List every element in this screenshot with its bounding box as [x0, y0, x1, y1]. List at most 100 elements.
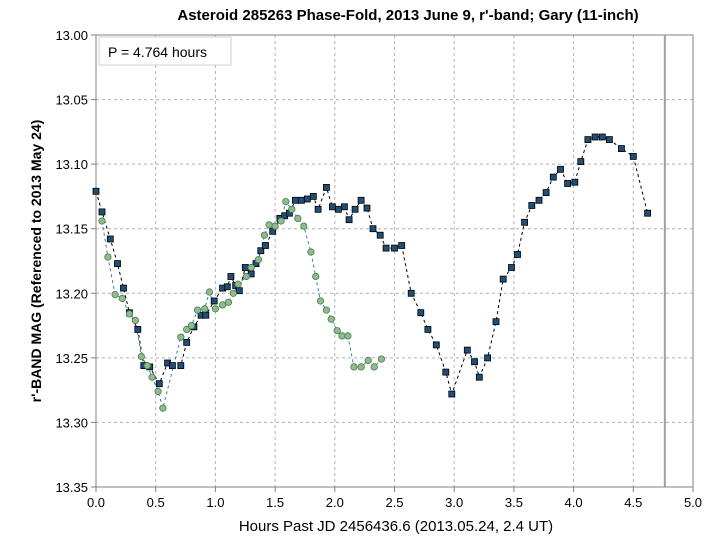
data-point-square: [351, 205, 359, 213]
data-point-circle: [312, 272, 320, 281]
data-point-square: [262, 242, 269, 249]
data-point-circle: [229, 289, 237, 297]
x-tick-label: 2.5: [385, 495, 403, 510]
data-point-square: [471, 358, 478, 366]
x-tick-label: 4.0: [565, 495, 583, 510]
y-tick-label: 13.20: [55, 286, 88, 301]
data-point-circle: [125, 310, 133, 318]
data-point-square: [309, 192, 317, 200]
x-tick-label: 0.5: [147, 495, 165, 510]
data-point-square: [463, 346, 471, 354]
data-point-square: [369, 225, 377, 233]
period-annotation-box: [98, 36, 232, 66]
data-point-square: [571, 178, 579, 186]
data-point-circle: [254, 256, 262, 264]
data-point-square: [542, 189, 550, 197]
data-point-square: [577, 158, 585, 166]
data-point-square: [432, 341, 440, 349]
data-point-square: [557, 165, 564, 173]
data-point-circle: [247, 263, 255, 272]
data-point-circle: [111, 290, 119, 299]
data-point-square: [606, 136, 613, 144]
data-point-square: [345, 216, 353, 224]
data-point-square: [363, 204, 371, 212]
data-point-square: [475, 373, 483, 381]
data-point-square: [92, 187, 100, 195]
data-point-square: [442, 368, 450, 376]
data-point-square: [235, 287, 243, 295]
data-point-square: [549, 173, 557, 181]
data-point-circle: [338, 332, 346, 340]
data-point-circle: [242, 272, 250, 281]
data-point-circle: [370, 363, 378, 371]
data-point-square: [629, 152, 637, 160]
period-annotation-text: P = 4.764 hours: [108, 44, 207, 60]
data-point-square: [340, 203, 348, 211]
series-1-line: [95, 136, 649, 396]
data-point-circle: [201, 305, 209, 313]
data-point-circle: [357, 363, 365, 371]
data-point-square: [303, 195, 311, 203]
data-point-square: [391, 244, 398, 252]
data-point-square: [322, 183, 330, 191]
x-tick-label: 2.0: [326, 495, 344, 510]
data-point-circle: [350, 363, 358, 371]
x-axis-label: Hours Past JD 2456436.6 (2013.05.24, 2.4…: [239, 518, 553, 535]
data-point-circle: [137, 352, 145, 361]
x-tick-label: 0.0: [87, 495, 105, 510]
data-point-square: [424, 325, 432, 333]
data-point-circle: [316, 297, 325, 305]
data-point-square: [535, 196, 543, 204]
data-point-square: [183, 338, 191, 346]
data-point-square: [202, 311, 210, 319]
data-point-circle: [154, 387, 162, 395]
x-tick-label: 1.0: [206, 495, 224, 510]
data-point-square: [223, 283, 231, 291]
data-point-circle: [322, 306, 330, 314]
data-point-square: [499, 275, 507, 283]
data-point-square: [508, 264, 515, 271]
data-point-circle: [118, 294, 126, 303]
data-point-square: [134, 325, 142, 333]
x-tick-label: 5.0: [684, 495, 702, 510]
data-point-square: [376, 231, 384, 239]
data-point-circle: [300, 222, 308, 230]
data-point-circle: [104, 253, 112, 261]
grid-lines: [91, 34, 694, 492]
x-tick-labels: 0.0 0.5 1.0 1.5 2.0 2.5 3.0 3.5 4.0 4.5 5.0: [87, 495, 702, 510]
data-point-circle: [288, 205, 296, 213]
y-tick-label: 13.30: [55, 415, 88, 430]
data-point-square: [328, 203, 336, 211]
data-point-circle: [224, 298, 233, 306]
data-point-square: [644, 209, 651, 217]
chart-title: Asteroid 285263 Phase-Fold, 2013 June 9,…: [177, 7, 638, 24]
data-point-circle: [234, 280, 242, 288]
data-point-square: [492, 318, 500, 326]
data-point-square: [168, 362, 176, 370]
data-point-square: [398, 242, 406, 249]
data-point-circle: [159, 404, 167, 412]
y-axis-label: r'-BAND MAG (Referenced to 2013 May 24): [28, 120, 44, 403]
y-tick-label: 13.25: [55, 351, 88, 366]
data-point-circle: [143, 361, 151, 370]
data-point-circle: [344, 332, 352, 340]
data-point-square: [564, 180, 571, 187]
data-point-square: [618, 145, 625, 153]
data-point-square: [521, 218, 528, 226]
data-point-square: [357, 196, 365, 204]
data-point-square: [177, 362, 185, 370]
series-2-line: [101, 200, 382, 411]
data-point-square: [155, 380, 163, 388]
data-point-square: [241, 264, 249, 271]
data-point-circle: [265, 221, 273, 229]
data-point-circle: [187, 321, 196, 330]
data-point-circle: [131, 316, 139, 324]
y-tick-label: 13.15: [55, 222, 88, 237]
data-point-square: [106, 235, 114, 243]
data-point-circle: [294, 214, 302, 222]
data-point-square: [584, 136, 592, 144]
data-point-square: [448, 390, 456, 398]
data-point-square: [417, 309, 425, 317]
data-point-circle: [277, 217, 285, 225]
data-point-square: [591, 133, 599, 141]
